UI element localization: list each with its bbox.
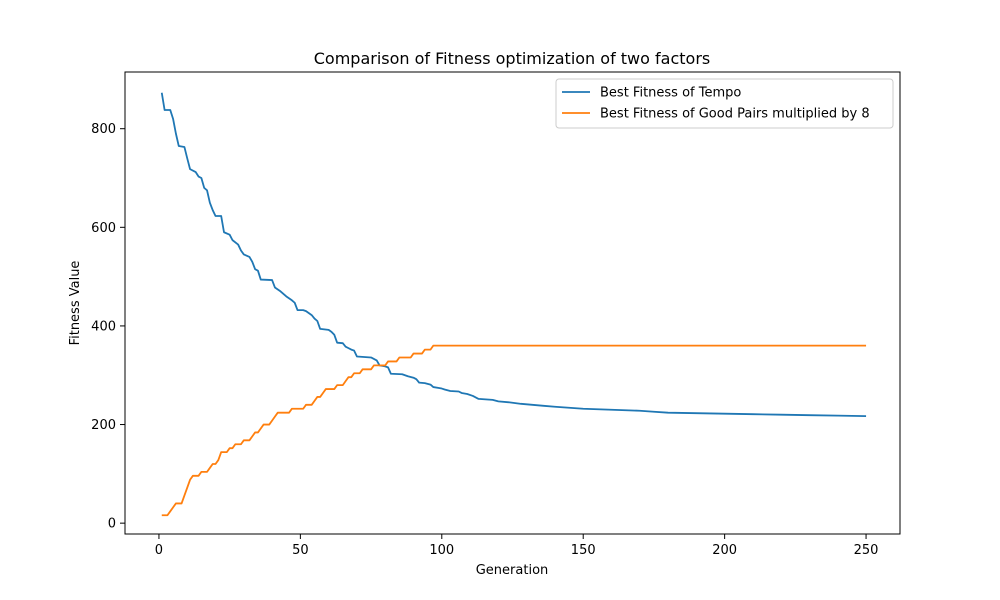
x-axis-label: Generation (476, 563, 549, 578)
legend: Best Fitness of Tempo Best Fitness of Goo… (555, 78, 894, 129)
legend-label-2: Best Fitness of Good Pairs multiplied by… (600, 107, 870, 122)
y-axis: 0 200 400 600 800 (91, 122, 125, 532)
x-tick-label: 100 (429, 543, 454, 558)
x-tick-label: 200 (712, 543, 737, 558)
chart-title: Comparison of Fitness optimization of tw… (314, 49, 710, 68)
y-tick-label: 400 (91, 319, 116, 334)
y-axis-label: Fitness Value (68, 261, 83, 346)
x-axis: 0 50 100 150 200 250 (155, 534, 879, 558)
x-tick-label: 150 (571, 543, 596, 558)
legend-label-1: Best Fitness of Tempo (600, 86, 741, 101)
y-tick-label: 200 (91, 418, 116, 433)
series-line-1 (160, 92, 867, 418)
series-line-2 (161, 344, 867, 517)
y-tick-label: 800 (91, 122, 116, 137)
axes-frame (124, 71, 901, 535)
x-tick-label: 0 (155, 543, 163, 558)
x-tick-label: 50 (292, 543, 309, 558)
legend-box (555, 78, 894, 129)
y-tick-label: 0 (108, 517, 116, 532)
y-tick-label: 600 (91, 221, 116, 236)
x-tick-label: 250 (854, 543, 879, 558)
plot-area (124, 71, 901, 535)
